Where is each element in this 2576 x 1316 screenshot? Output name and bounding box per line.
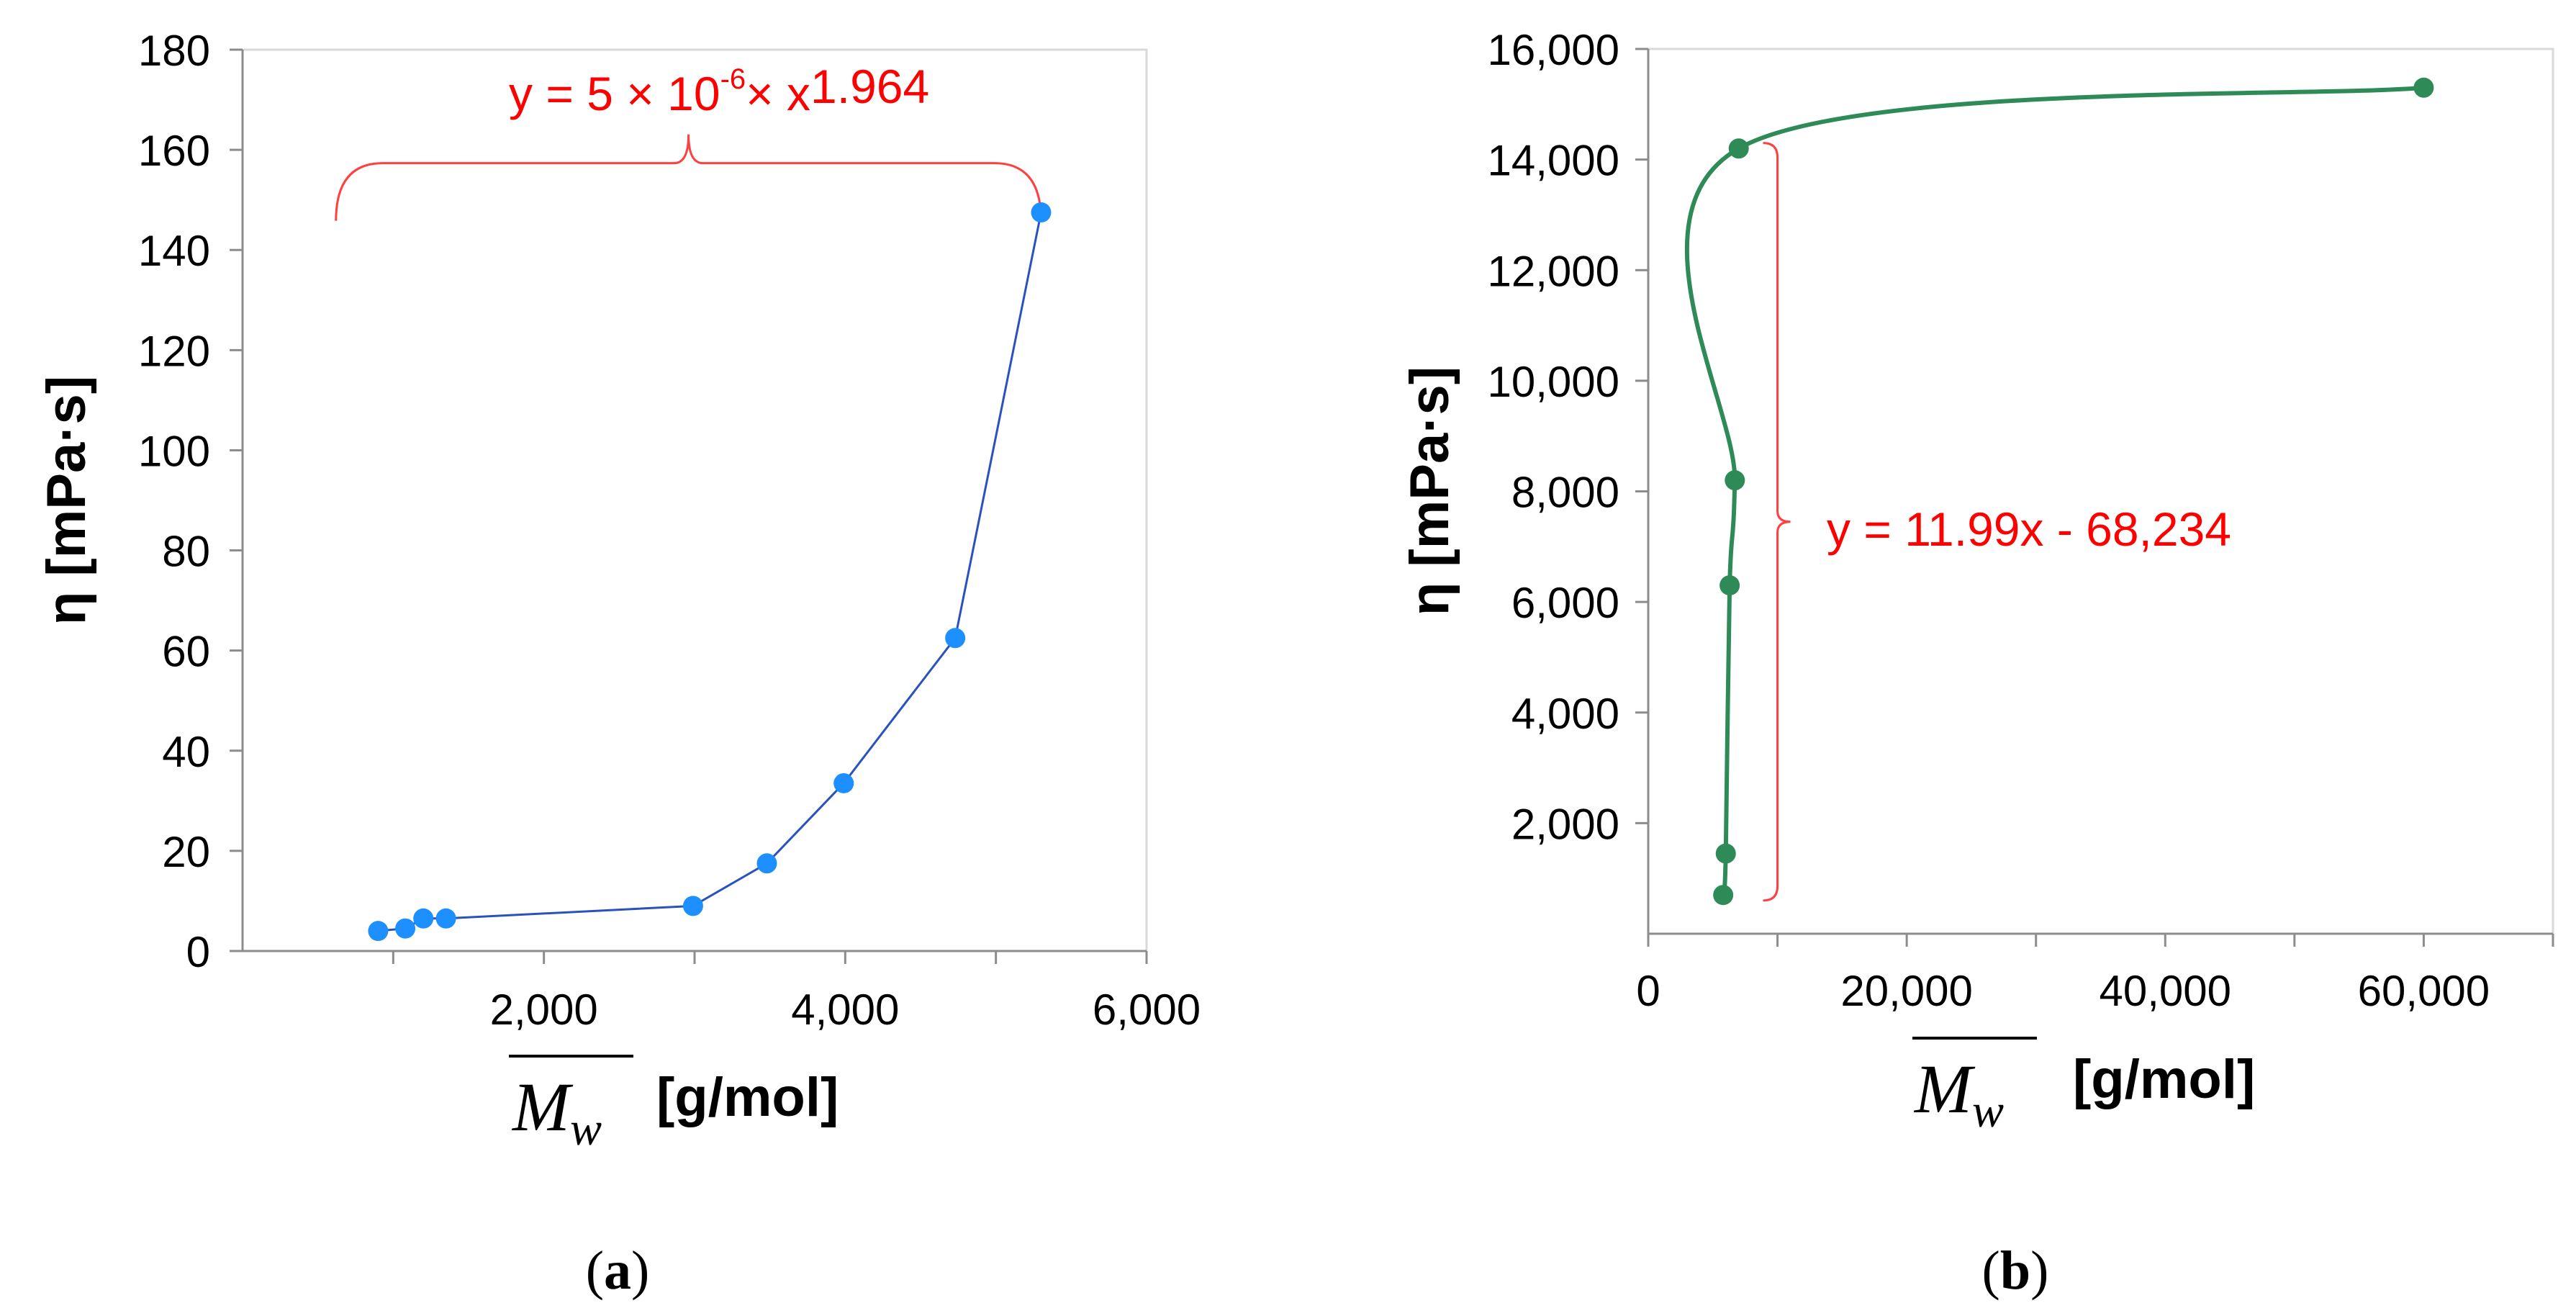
panel-b-data-point — [2413, 77, 2434, 98]
panel-a-x-symbol: M — [511, 1068, 574, 1145]
panel-b-data-point — [1725, 470, 1745, 491]
panel-a-y-tick-label: 120 — [138, 327, 210, 375]
panel-a-data-point — [945, 628, 966, 649]
panel-b-data-point — [1719, 575, 1740, 596]
panel-b-y-tick-label: 14,000 — [1487, 137, 1619, 185]
panel-b-y-axis-label: η [mPa·s] — [1399, 366, 1460, 616]
panel-a-x-unit: [g/mol] — [656, 1067, 839, 1128]
panel-a-data-point — [756, 853, 777, 874]
panel-a-caption-letter: a — [604, 1240, 631, 1301]
panel-a-y-tick-label: 0 — [186, 928, 210, 976]
panel-b-y-tick-label: 4,000 — [1511, 690, 1619, 738]
panel-b-data-point — [1713, 885, 1734, 906]
panel-a-y-tick-label: 180 — [138, 27, 210, 75]
panel-a-data-point — [368, 921, 389, 942]
panel-a-y-tick-label: 60 — [162, 628, 210, 676]
panel-b-x-tick-label: 60,000 — [2358, 967, 2490, 1015]
panel-b-data-point — [1715, 843, 1736, 864]
svg-text:Mw: Mw — [1913, 1050, 2004, 1137]
panel-a-eq-mid: × x — [746, 67, 810, 120]
panel-b-chart: 2,000 4,000 6,000 8,000 10,000 12,000 14,000 16… — [1399, 26, 2554, 1137]
panel-b-y-tick-label: 8,000 — [1511, 469, 1619, 517]
panel-b-x-tick-label: 40,000 — [2100, 967, 2232, 1015]
panel-a-data-point — [682, 896, 703, 916]
panel-a-x-subscript: w — [570, 1103, 602, 1155]
panel-b-x-tick-label: 20,000 — [1840, 967, 1973, 1015]
panel-b-y-tick-label: 12,000 — [1487, 247, 1619, 295]
panel-a-fit-equation: y = 5 × 10-6× x1.964 — [509, 60, 929, 120]
panel-a-data-point — [833, 772, 854, 793]
panel-a-data-point — [395, 918, 416, 939]
panel-a-y-tick-label: 80 — [162, 528, 210, 576]
panel-b-y-tick-label: 2,000 — [1511, 800, 1619, 848]
panel-a-x-tick-label: 2,000 — [490, 986, 598, 1034]
panel-a-y-tick-label: 160 — [138, 127, 210, 175]
panel-a-data-point — [435, 908, 456, 929]
panel-a-eq-exp1: -6 — [720, 63, 746, 95]
panel-a-x-tick-label: 6,000 — [1093, 986, 1201, 1034]
panel-a-plot-area — [241, 48, 1148, 952]
panel-a-series-line — [378, 212, 1042, 932]
panel-a-y-tick-label: 40 — [162, 728, 210, 776]
panel-a-eq-exp2: 1.964 — [810, 60, 929, 113]
panel-a-fit-bracket — [335, 134, 1042, 221]
panel-b-plot-area — [1647, 48, 2554, 935]
panel-b-x-symbol: M — [1913, 1050, 1976, 1127]
panel-a-y-tick-label: 100 — [138, 427, 210, 475]
panel-b-y-tick-label: 10,000 — [1487, 358, 1619, 406]
panel-a-data-point — [413, 908, 434, 929]
panel-b-data-point — [1728, 138, 1749, 159]
panel-b-x-unit: [g/mol] — [2073, 1049, 2255, 1110]
panel-a-y-tick-label: 140 — [138, 227, 210, 275]
panel-b-caption-letter: b — [2000, 1240, 2030, 1301]
panel-b-series-line — [1685, 85, 2424, 896]
panel-b-x-subscript: w — [1972, 1085, 2004, 1137]
panel-a-y-axis-label: η [mPa·s] — [36, 376, 97, 625]
panel-b-caption: (b) — [1982, 1240, 2049, 1301]
panel-a-chart: 0 20 40 60 80 100 120 140 160 180 2,000 4,000 6,000… — [36, 27, 1201, 1155]
panel-b-y-tick-label: 16,000 — [1487, 26, 1619, 74]
svg-text:Mw: Mw — [511, 1068, 602, 1155]
panel-a-eq-base: y = 5 × 10 — [509, 67, 720, 120]
panel-b-fit-equation: y = 11.99x - 68,234 — [1827, 502, 2231, 556]
panel-a-data-point — [1031, 202, 1052, 223]
panel-b-y-tick-label: 6,000 — [1511, 579, 1619, 627]
panel-b-x-axis-label: Mw [g/mol] — [1912, 1037, 2255, 1137]
panel-b-x-tick-label: 0 — [1636, 967, 1660, 1015]
panel-b-fit-bracket — [1763, 142, 1791, 902]
panel-a-x-tick-label: 4,000 — [791, 986, 899, 1034]
panel-a-caption: (a) — [586, 1240, 650, 1301]
panel-a-y-tick-label: 20 — [162, 828, 210, 876]
panel-a-x-axis-label: Mw [g/mol] — [509, 1055, 839, 1155]
